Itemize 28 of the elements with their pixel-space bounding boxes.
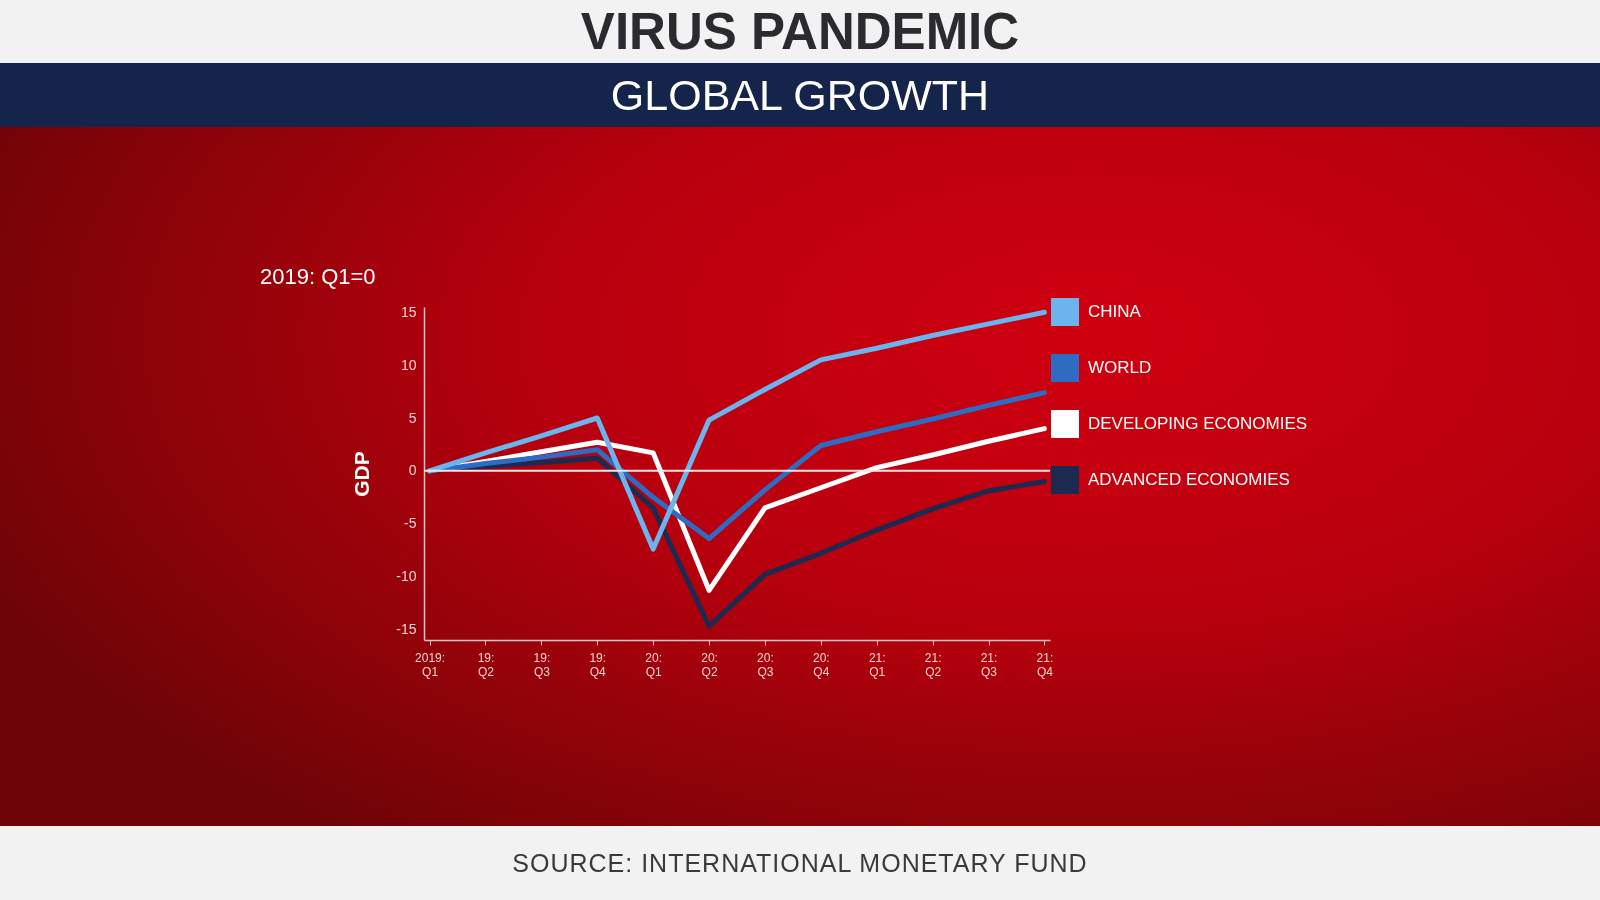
x-tick-label: 21: Q4 <box>1036 650 1054 679</box>
chart-title: VIRUS PANDEMIC <box>580 3 1020 60</box>
legend-label: ADVANCED ECONOMIES <box>1088 470 1290 489</box>
y-axis-title: GDP <box>350 451 374 497</box>
y-tick-label: 0 <box>408 462 417 479</box>
x-tick-label: 21: Q1 <box>868 650 886 679</box>
x-tick-label: 19: Q3 <box>533 650 551 679</box>
text: 2019: Q1=0 <box>260 264 376 289</box>
chart-subtitle: GLOBAL GROWTH <box>610 70 990 119</box>
y-tick-label: 10 <box>400 356 417 373</box>
source-note: SOURCE: INTERNATIONAL MONETARY FUND <box>512 848 1088 877</box>
y-tick-label: -5 <box>404 515 417 532</box>
x-tick-label: 20: Q3 <box>757 650 774 679</box>
y-tick-label: 15 <box>400 303 417 320</box>
x-tick-label: 2019: Q1 <box>415 650 446 679</box>
y-tick-label: -15 <box>396 620 417 637</box>
x-tick-label: 19: Q2 <box>477 650 495 679</box>
y-tick-label: 5 <box>408 409 417 426</box>
x-tick-label: 20: Q1 <box>645 650 662 679</box>
x-tick-label: 20: Q2 <box>701 650 718 679</box>
x-tick-label: 21: Q2 <box>924 650 942 679</box>
x-tick-label: 20: Q4 <box>813 650 830 679</box>
x-tick-label: 21: Q3 <box>980 650 998 679</box>
legend-label: WORLD <box>1088 358 1152 377</box>
legend-label: DEVELOPING ECONOMIES <box>1088 414 1308 433</box>
legend-label: CHINA <box>1088 302 1142 321</box>
y-tick-label: -10 <box>396 568 417 585</box>
x-tick-label: 19: Q4 <box>589 650 607 679</box>
